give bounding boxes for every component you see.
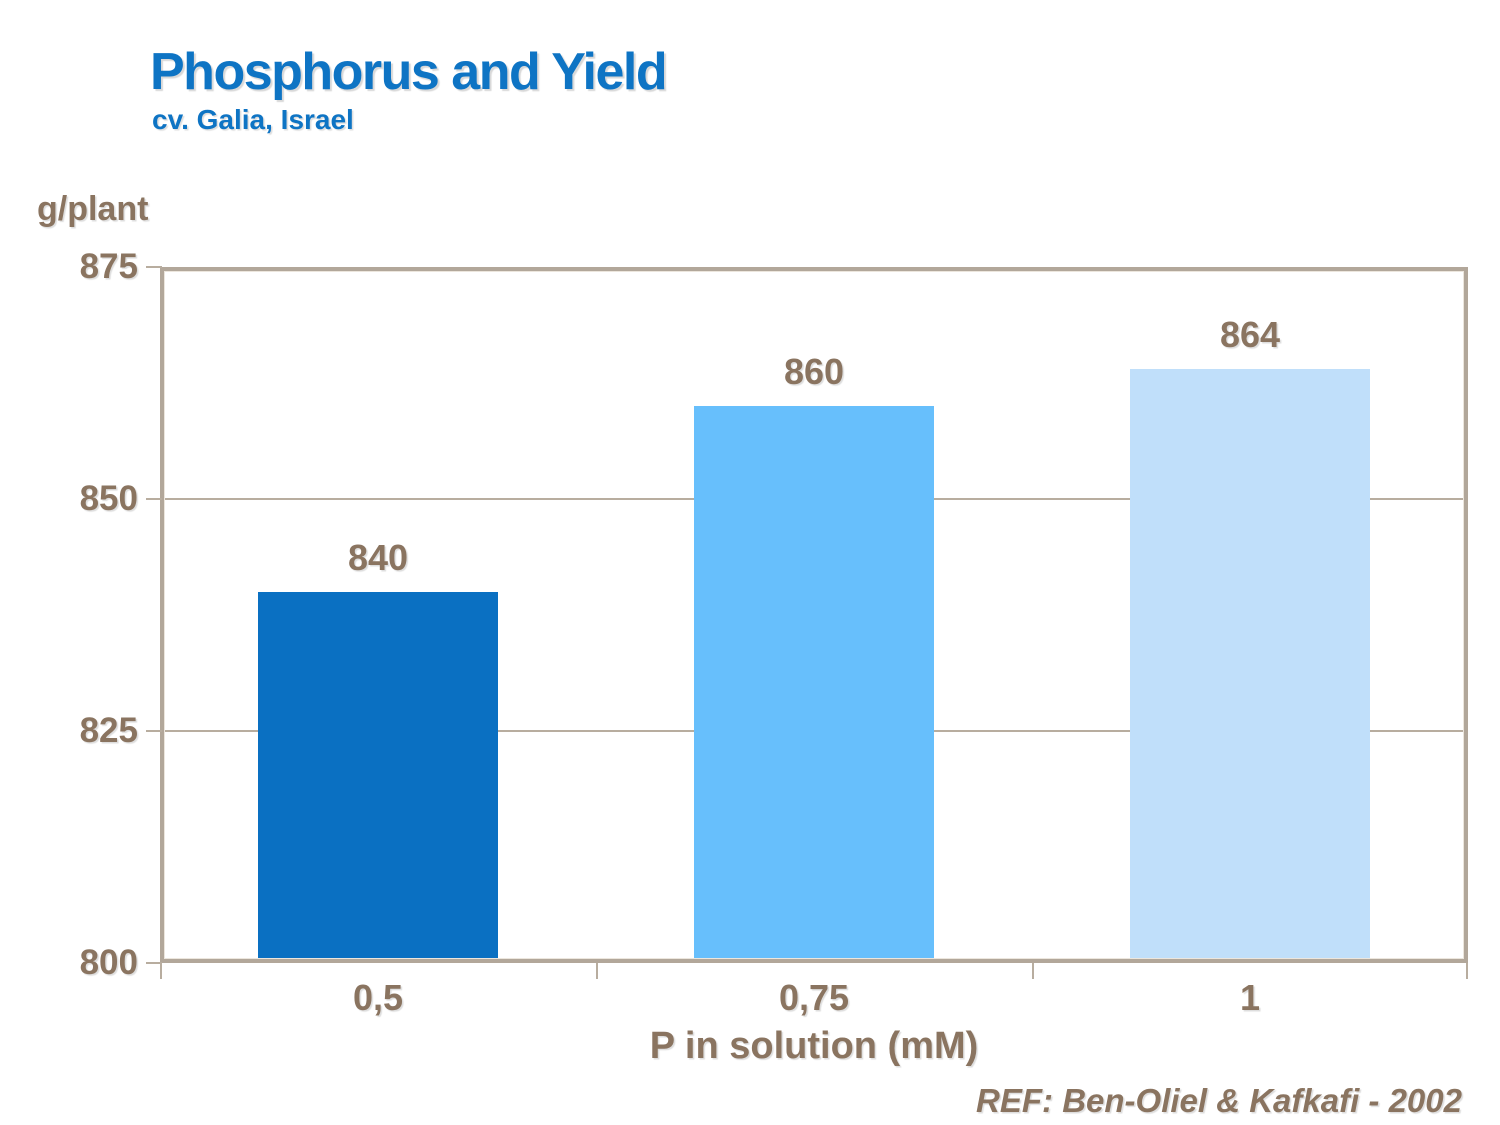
y-tick-label-800: 800 bbox=[79, 943, 138, 982]
x-tick-mark-2 bbox=[1032, 963, 1034, 979]
y-tick-label-875: 875 bbox=[79, 247, 138, 286]
y-tick-mark-875 bbox=[146, 266, 162, 268]
bar-0,75 bbox=[694, 406, 934, 963]
chart-title: Phosphorus and Yield bbox=[150, 43, 668, 101]
y-tick-label-825: 825 bbox=[79, 711, 138, 750]
plot-area: 840 860 864 bbox=[160, 267, 1468, 963]
reference-text: REF: Ben-Oliel & Kafkafi - 2002 bbox=[976, 1082, 1462, 1119]
y-tick-mark-850 bbox=[146, 498, 162, 500]
x-tick-label-1: 1 bbox=[1239, 977, 1261, 1018]
x-tick-mark-1 bbox=[596, 963, 598, 979]
y-tick-label-850: 850 bbox=[79, 479, 138, 518]
x-tick-mark-0 bbox=[160, 963, 162, 979]
bar-1 bbox=[1130, 369, 1370, 963]
x-axis-title: P in solution (mM) bbox=[649, 1025, 979, 1067]
bar-value-label-0,75: 860 bbox=[783, 351, 845, 393]
chart-subtitle: cv. Galia, Israel bbox=[152, 104, 354, 135]
y-tick-mark-825 bbox=[146, 730, 162, 732]
x-tick-mark-3 bbox=[1466, 963, 1468, 979]
bar-0,5 bbox=[258, 591, 498, 963]
y-axis-title: g/plant bbox=[37, 190, 149, 228]
bar-value-label-1: 864 bbox=[1219, 314, 1281, 356]
x-tick-label-0,5: 0,5 bbox=[352, 977, 404, 1018]
x-tick-label-0,75: 0,75 bbox=[778, 977, 850, 1018]
y-tick-mark-800 bbox=[146, 962, 162, 964]
bar-value-label-0,5: 840 bbox=[347, 536, 409, 578]
